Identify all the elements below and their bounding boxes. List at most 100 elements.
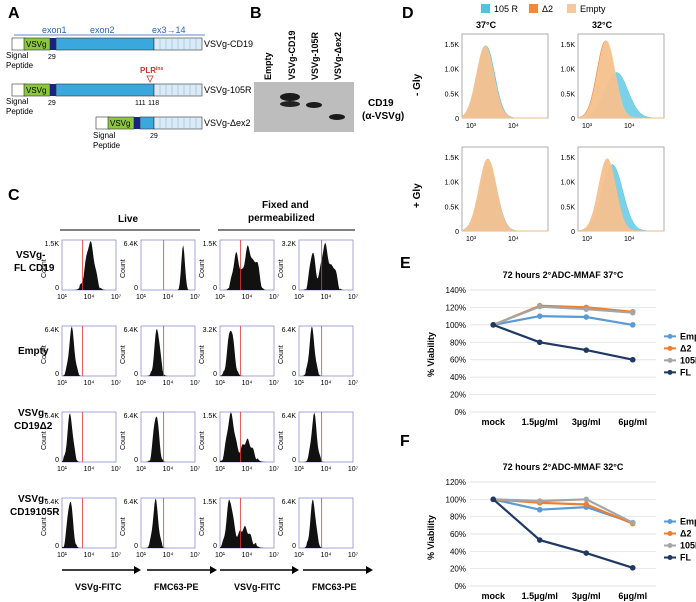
count-max-label: 1.5K xyxy=(45,241,60,248)
xlabel-fmc63-pe: FMC63-PE xyxy=(312,582,357,592)
x-tick-label: 10¹ xyxy=(215,380,226,387)
count-zero-label: 0 xyxy=(213,285,217,292)
y-tick-label: 0% xyxy=(454,582,466,591)
row-label: VSVg- xyxy=(16,250,45,261)
data-point xyxy=(536,313,543,319)
count-zero-label: 0 xyxy=(213,457,217,464)
y-tick-label: 100% xyxy=(446,321,466,330)
count-max-label: 6.4K xyxy=(124,499,139,506)
position-118: 118 xyxy=(148,100,159,107)
x-tick-label: 10⁴ xyxy=(84,380,95,387)
panel-label-d: D xyxy=(402,5,414,22)
series-line-105R xyxy=(493,498,634,524)
y-tick-label: 0.5K xyxy=(445,91,460,98)
count-zero-label: 0 xyxy=(55,285,59,292)
count-axis-label: Count xyxy=(199,259,206,278)
x-tick-label: 10¹ xyxy=(57,552,68,559)
y-tick-label: 20% xyxy=(450,391,466,400)
x-tick-label: 10¹ xyxy=(57,466,68,473)
data-point xyxy=(490,496,497,503)
flow-histogram: 6.4K 0 Count 10¹ 10⁴ 10⁷ xyxy=(278,497,359,559)
insert-triangle-icon xyxy=(146,75,154,83)
y-tick-label: 120% xyxy=(446,303,466,312)
x-tick-label: 10⁴ xyxy=(84,552,95,559)
x-tick-label: 10⁴ xyxy=(321,294,332,301)
flow-histogram: 6.4K 0 Count 10¹ 10⁴ 10⁷ xyxy=(120,411,201,473)
count-axis-label: Count xyxy=(278,517,285,536)
flow-histogram: 3.2K 0 Count 10¹ 10⁴ 10⁷ xyxy=(278,239,359,301)
count-max-label: 6.4K xyxy=(124,327,139,334)
count-max-label: 6.4K xyxy=(282,327,297,334)
flow-histogram: 1.5K 0 Count 10¹ 10⁴ 10⁷ xyxy=(199,411,280,473)
legend-label: Δ2 xyxy=(680,343,691,353)
data-point xyxy=(536,506,543,513)
y-tick-label: 40% xyxy=(450,373,466,382)
row-label: CD19105R xyxy=(10,507,60,518)
row-label-no-gly: - Gly xyxy=(412,73,423,96)
flow-histogram: 6.4K 0 Count 10¹ 10⁴ 10⁷ xyxy=(278,325,359,387)
position-29: 29 xyxy=(48,54,56,61)
y-tick-label: 0.5K xyxy=(561,91,576,98)
exon1-label: exon1 xyxy=(42,25,67,35)
x-tick-label: 3µg/ml xyxy=(572,417,601,427)
legend-label: Empty xyxy=(680,331,696,341)
position-29: 29 xyxy=(150,133,158,140)
x-tick-label: 10⁴ xyxy=(624,236,635,243)
y-tick-label: 1.5K xyxy=(561,155,576,162)
x-tick-label: 10³ xyxy=(582,236,593,243)
x-tick-label: 10¹ xyxy=(57,294,68,301)
x-tick-label: 10⁴ xyxy=(163,466,174,473)
signal-peptide-label: Signal xyxy=(93,131,115,140)
flow-histogram: 6.4K 0 Count 10¹ 10⁴ 10⁷ xyxy=(41,497,122,559)
xlabel-vsvg-fitc: VSVg-FITC xyxy=(234,582,281,592)
y-tick-label: 80% xyxy=(450,338,466,347)
x-tick-label: 1.5µg/ml xyxy=(522,417,558,427)
data-point xyxy=(583,314,590,320)
x-tick-label: 10⁷ xyxy=(190,466,201,473)
panel-label-f: F xyxy=(400,433,410,450)
x-tick-label: 10¹ xyxy=(294,466,305,473)
flow-histogram: 6.4K 0 Count 10¹ 10⁴ 10⁷ xyxy=(120,497,201,559)
panel-b-blot: Empty VSVg-CD19 VSVg-105R VSVg-Δex2 CD19… xyxy=(254,30,404,132)
chart-e-viability-37c: 72 hours 2°ADC-MMAF 37°C 140% 120% 100% 80% 6… xyxy=(426,270,696,427)
series-line-FL xyxy=(492,323,634,361)
count-max-label: 1.5K xyxy=(203,241,218,248)
flow-histogram: 1.5K 0 Count 10¹ 10⁴ 10⁷ xyxy=(199,497,280,559)
lane-label: VSVg-105R xyxy=(310,31,320,80)
count-zero-label: 0 xyxy=(134,543,138,550)
histogram-series-e xyxy=(461,45,548,119)
data-point xyxy=(583,347,590,353)
x-tick-label: 10⁴ xyxy=(163,552,174,559)
series-line-FL xyxy=(492,498,634,569)
legend-label: FL xyxy=(680,367,691,377)
y-tick-label: 1.0K xyxy=(445,67,460,74)
count-max-label: 3.2K xyxy=(203,327,218,334)
legend-marker xyxy=(667,543,673,549)
panel-label-c: C xyxy=(8,187,20,204)
data-point xyxy=(536,303,543,310)
x-tick-label: 10⁴ xyxy=(508,123,519,130)
count-axis-label: Count xyxy=(120,345,127,364)
x-tick-label: 10⁴ xyxy=(84,466,95,473)
count-max-label: 6.4K xyxy=(282,499,297,506)
data-point xyxy=(629,519,636,526)
y-tick-label: 1.0K xyxy=(445,180,460,187)
y-tick-label: 1.5K xyxy=(561,42,576,49)
flow-histogram: 6.4K 0 Count 10¹ 10⁴ 10⁷ xyxy=(41,411,122,473)
x-tick-label: 10⁷ xyxy=(348,466,359,473)
x-tick-label: 10⁴ xyxy=(321,466,332,473)
x-tick-label: 10⁷ xyxy=(269,294,280,301)
histogram-series-e xyxy=(577,158,664,232)
legend-marker xyxy=(667,519,673,525)
x-tick-label: 10⁷ xyxy=(190,294,201,301)
position-111: 111 xyxy=(135,100,146,107)
data-point xyxy=(629,309,636,316)
count-axis-label: Count xyxy=(199,431,206,450)
flow-histogram: 1.5K 0 Count 10¹ 10⁴ 10⁷ xyxy=(41,239,122,301)
data-point xyxy=(583,550,590,556)
legend-label: 105R xyxy=(680,355,696,365)
panel-label-a: A xyxy=(8,5,20,22)
exon2-label: exon2 xyxy=(90,25,115,35)
x-tick-label: 10⁷ xyxy=(348,552,359,559)
